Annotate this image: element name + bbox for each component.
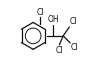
Text: Cl: Cl bbox=[56, 46, 63, 55]
Text: Cl: Cl bbox=[70, 43, 78, 52]
Text: Cl: Cl bbox=[70, 17, 77, 26]
Text: OH: OH bbox=[47, 15, 59, 24]
Text: Cl: Cl bbox=[36, 8, 44, 17]
